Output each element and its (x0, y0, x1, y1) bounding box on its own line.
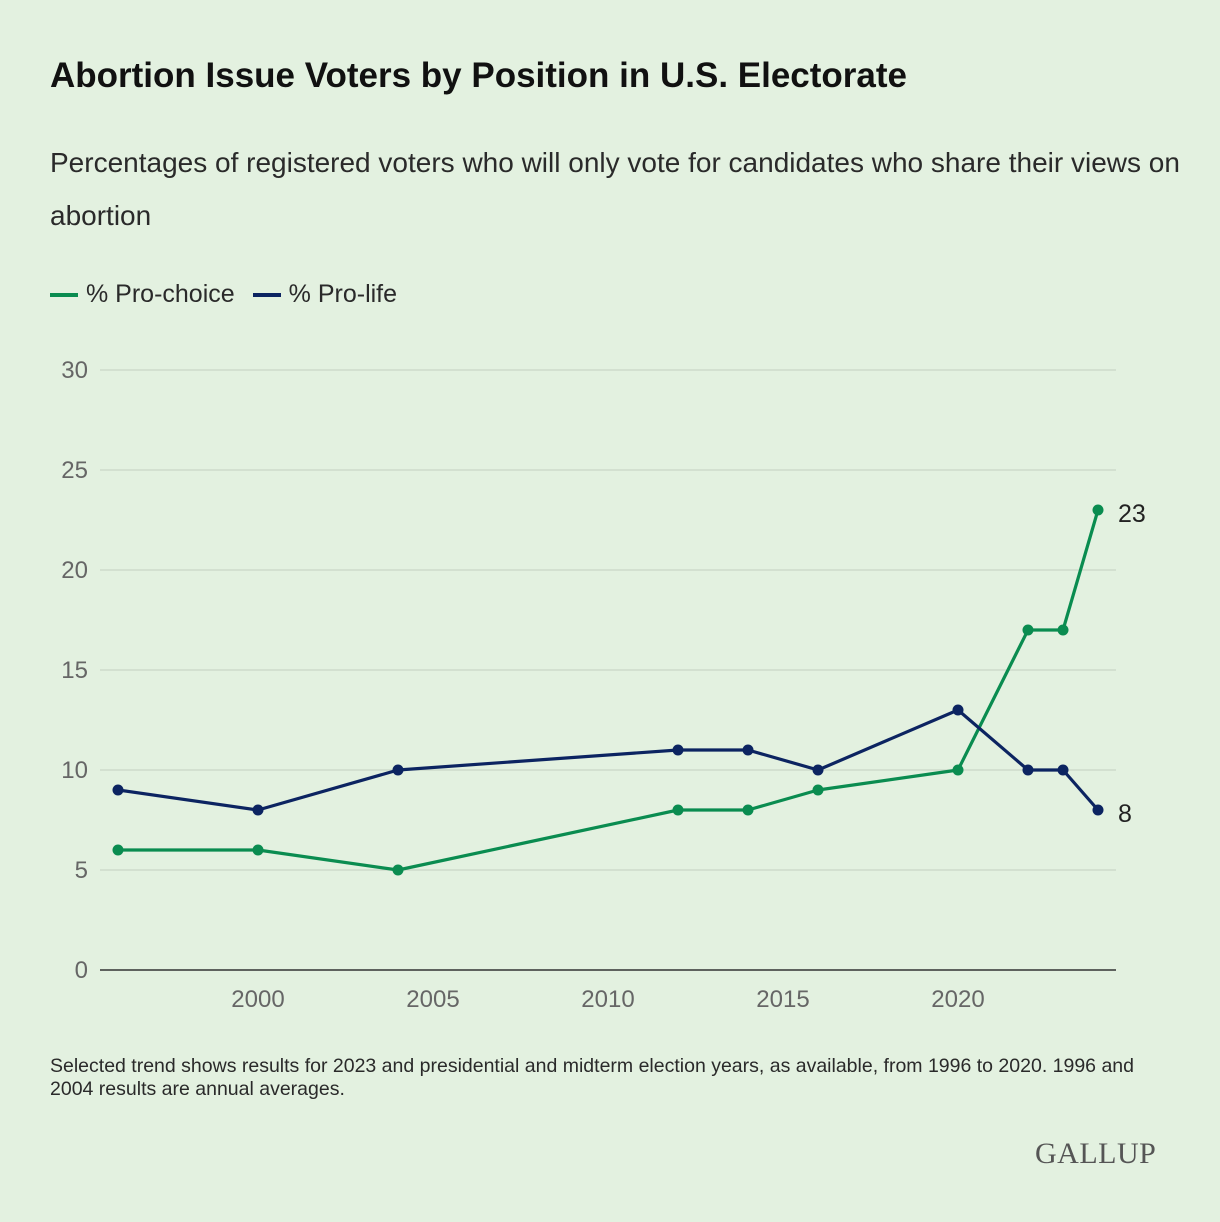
series-line-pro-life (117, 708, 1100, 812)
chart-title: Abortion Issue Voters by Position in U.S… (50, 56, 908, 95)
footnote: Selected trend shows results for 2023 an… (50, 1055, 1134, 1100)
chart-subtitle: Percentages of registered voters who wil… (50, 147, 1180, 231)
y-tick-label: 30 (61, 357, 88, 384)
line-chart: 0 5 10 15 20 25 30 2000 2005 2010 2015 2020 23 8 (61, 357, 1146, 1013)
y-tick-label: 5 (75, 857, 88, 884)
data-point-pro-life (1022, 764, 1034, 776)
end-label-pro-choice: 23 (1118, 500, 1146, 528)
end-label-pro-life: 8 (1118, 800, 1132, 828)
data-point-pro-choice (952, 764, 964, 776)
x-tick-label: 2015 (756, 986, 809, 1013)
data-point-pro-life (252, 804, 264, 816)
y-tick-label: 20 (61, 557, 88, 584)
data-point-pro-life (1057, 764, 1069, 776)
data-point-pro-choice (812, 784, 824, 796)
y-tick-label: 25 (61, 457, 88, 484)
data-point-pro-life (672, 744, 684, 756)
legend-label-pro-choice: % Pro-choice (86, 280, 235, 308)
legend-swatch-pro-life (252, 292, 281, 297)
series-line-pro-choice (118, 509, 1100, 872)
data-point-pro-choice (742, 804, 754, 816)
data-point-pro-choice (1022, 624, 1034, 636)
x-tick-label: 2005 (406, 986, 459, 1013)
data-point-pro-choice (1092, 504, 1104, 516)
data-point-pro-life (812, 764, 824, 776)
legend-swatch-pro-choice (50, 292, 78, 297)
legend: % Pro-choice % Pro-life (50, 280, 397, 309)
x-tick-label: 2010 (581, 986, 634, 1013)
legend-item-pro-life: % Pro-life (252, 280, 398, 309)
data-point-pro-life (392, 764, 404, 776)
data-point-pro-life (112, 784, 124, 796)
x-tick-label: 2000 (231, 986, 284, 1013)
data-point-pro-choice (672, 804, 684, 816)
data-point-pro-choice (112, 844, 124, 856)
y-tick-label: 0 (75, 957, 88, 984)
data-point-pro-choice (392, 864, 404, 876)
y-tick-label: 15 (61, 657, 88, 684)
gallup-logo: GALLUP (1035, 1137, 1157, 1170)
x-tick-label: 2020 (931, 986, 984, 1013)
data-point-pro-life (1092, 804, 1104, 816)
legend-item-pro-choice: % Pro-choice (50, 280, 235, 309)
legend-label-pro-life: % Pro-life (288, 280, 398, 308)
data-point-pro-life (742, 744, 754, 756)
data-point-pro-life (952, 704, 964, 716)
data-point-pro-choice (1057, 624, 1069, 636)
data-point-pro-choice (252, 844, 264, 856)
y-tick-label: 10 (61, 757, 88, 784)
